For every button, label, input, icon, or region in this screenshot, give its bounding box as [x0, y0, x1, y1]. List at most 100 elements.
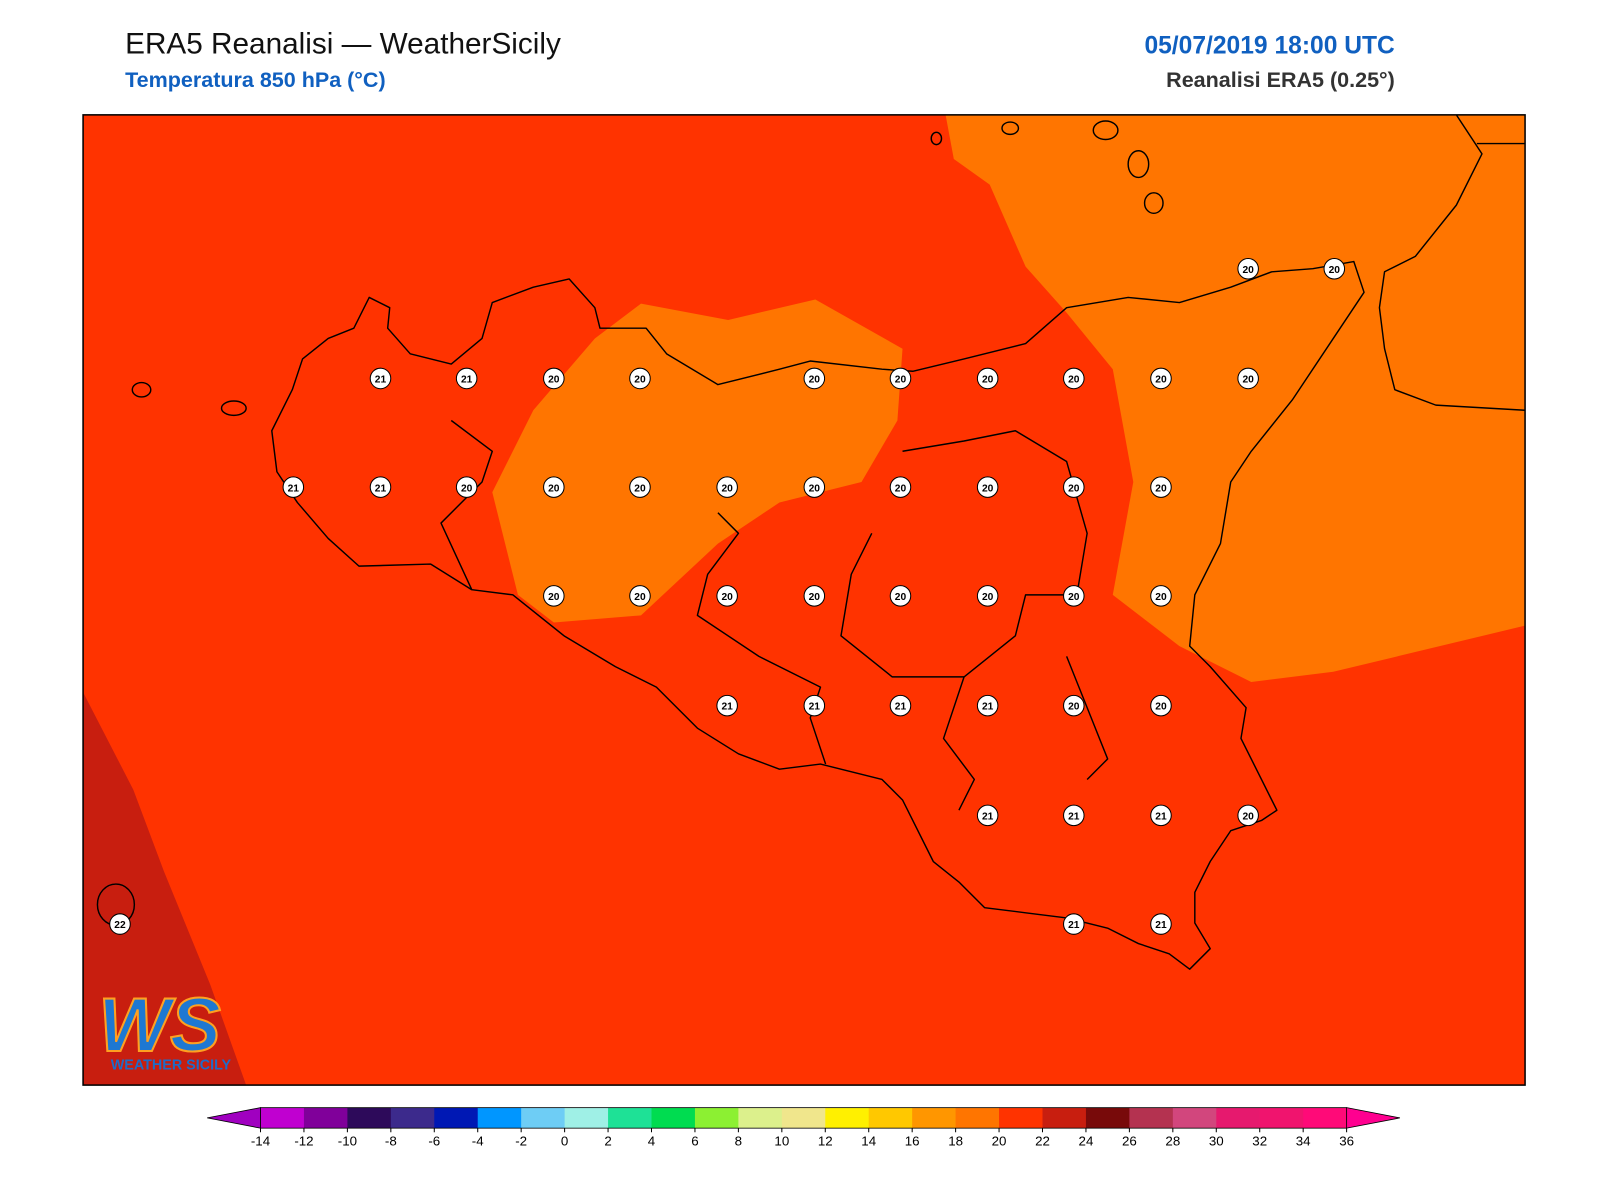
colorbar-tick-label: -2 [515, 1134, 527, 1149]
island [930, 131, 943, 146]
colorbar-bin [608, 1107, 653, 1129]
colorbar-tick-label: 14 [861, 1134, 876, 1149]
colorbar-bin [1042, 1107, 1087, 1129]
colorbar-tick-label: 26 [1122, 1134, 1137, 1149]
station-value: 20 [1155, 592, 1167, 603]
station-marker [1063, 585, 1085, 607]
station-marker [889, 694, 912, 717]
station-marker [803, 476, 826, 498]
title: ERA5 Reanalisi — WeatherSicily [125, 27, 561, 60]
colorbar-bin [1216, 1107, 1261, 1129]
colorbar: -14 -12 -10 -8 -6 -4 -2 0 2 4 6 8 10 12 14 16 18 20 22 24 26… [207, 1107, 1401, 1149]
station-marker [629, 476, 651, 498]
station-value: 20 [1068, 375, 1080, 386]
station-marker [976, 367, 999, 390]
station-marker [976, 804, 999, 827]
station-value: 20 [1068, 702, 1080, 713]
colorbar-bin [1172, 1107, 1217, 1129]
station-value: 20 [634, 375, 646, 386]
colorbar-tick-label: 8 [735, 1134, 742, 1149]
colorbar-tick-label: -4 [472, 1134, 484, 1149]
colorbar-frame [260, 1107, 1348, 1129]
colorbar-bin [1259, 1107, 1304, 1129]
station-value: 20 [721, 592, 733, 603]
station-value: 20 [1155, 702, 1167, 713]
station-value: 20 [1068, 592, 1080, 603]
colorbar-tick-label: 0 [561, 1134, 568, 1149]
colorbar-bin [390, 1107, 435, 1129]
colorbar-bin [825, 1107, 870, 1129]
station-value: 21 [375, 483, 387, 494]
colorbar-tick-label: -10 [338, 1134, 357, 1149]
colorbar-extend [207, 1107, 261, 1129]
station-marker [1150, 694, 1172, 717]
station-value: 21 [1155, 811, 1167, 822]
colorbar-bin [260, 1107, 305, 1129]
station-value: 20 [634, 483, 646, 494]
station-marker [803, 367, 826, 390]
colorbar-tick-label: -12 [294, 1134, 313, 1149]
colorbar-tick-label: 30 [1209, 1134, 1224, 1149]
station-marker [1063, 694, 1085, 717]
station-marker [716, 585, 738, 607]
field [492, 299, 903, 623]
station-marker [889, 585, 912, 607]
logo-name: WEATHER SICILY [111, 1058, 232, 1074]
station-value: 20 [1242, 375, 1254, 386]
station-value: 21 [1068, 811, 1080, 822]
station-marker [282, 476, 305, 498]
station-marker [976, 694, 999, 717]
colorbar-tick-label: 20 [992, 1134, 1007, 1149]
colorbar-bin [912, 1107, 957, 1129]
colorbar-tick-label: 10 [774, 1134, 789, 1149]
colorbar-tick-label: 36 [1339, 1134, 1354, 1149]
station-labels: 20 20 21 21 20 20 20 20 20 20 20 20 21 21 20 20 20 20 20 20… [109, 257, 1346, 935]
station-marker [629, 367, 651, 390]
colorbar-bin [1085, 1107, 1130, 1129]
island [1001, 121, 1020, 136]
coastline [271, 260, 1365, 970]
field [945, 114, 1526, 683]
station-value: 21 [982, 702, 994, 713]
station-marker [543, 585, 565, 607]
colorbar-tick-label: 12 [818, 1134, 833, 1149]
colorbar-tick-label: 2 [604, 1134, 611, 1149]
island [220, 400, 247, 417]
island [1127, 150, 1150, 179]
station-value: 20 [982, 592, 994, 603]
station-value: 20 [895, 592, 907, 603]
colorbar-tick-label: -14 [251, 1134, 271, 1149]
colorbar-bin [955, 1107, 1000, 1129]
station-value: 20 [721, 483, 733, 494]
colorbar-bin [738, 1107, 783, 1129]
station-value: 21 [1155, 920, 1167, 931]
station-marker [1237, 257, 1259, 280]
station-marker [629, 585, 651, 607]
station-value: 20 [548, 375, 560, 386]
station-marker [1150, 804, 1172, 827]
map: 20 20 21 21 20 20 20 20 20 20 20 20 21 21 20 20 20 20 20 20… [83, 114, 1526, 1086]
colorbar-bin [781, 1107, 826, 1129]
station-marker [1063, 476, 1085, 498]
station-marker [889, 367, 912, 390]
colorbar-bin [1303, 1107, 1348, 1129]
station-marker [1237, 804, 1259, 827]
station-marker [1150, 585, 1172, 607]
station-value: 20 [634, 592, 646, 603]
colorbar-tick-label: 34 [1296, 1134, 1311, 1149]
station-value: 22 [114, 920, 126, 931]
colorbar-bin [434, 1107, 479, 1129]
station-value: 20 [895, 483, 907, 494]
colorbar-bin [303, 1107, 348, 1129]
island [1092, 120, 1119, 141]
station-value: 20 [461, 483, 473, 494]
colorbar-bin [521, 1107, 566, 1129]
logo: WS WEATHER SICILY [97, 982, 232, 1074]
station-value: 20 [982, 483, 994, 494]
colorbar-bin [477, 1107, 522, 1129]
date: 05/07/2019 18:00 UTC [1144, 32, 1395, 59]
map-frame [82, 114, 1526, 1086]
island [1143, 192, 1164, 215]
station-marker [1237, 367, 1259, 390]
station-value: 20 [1242, 265, 1254, 276]
